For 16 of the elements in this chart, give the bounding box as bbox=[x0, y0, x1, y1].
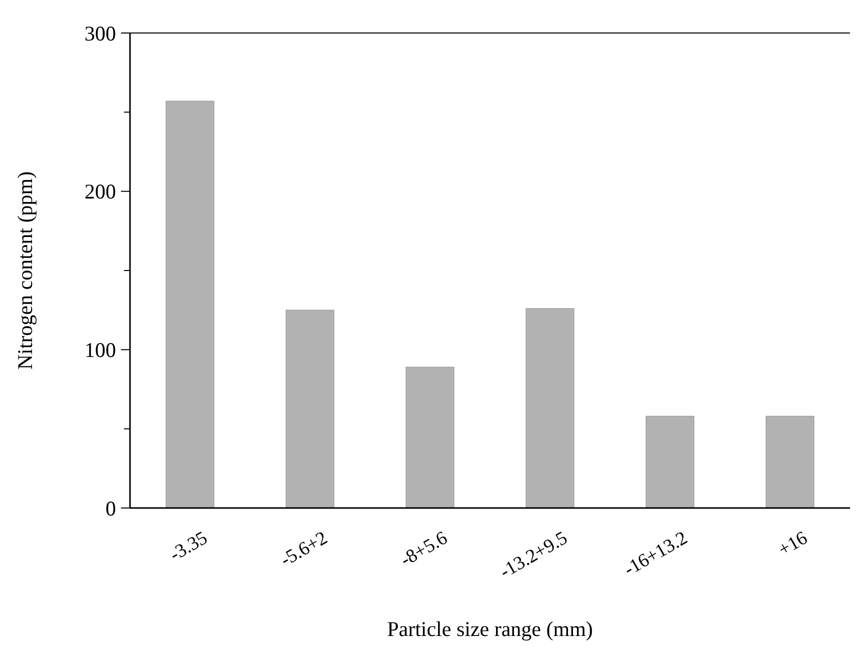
y-tick-label: 200 bbox=[84, 180, 116, 204]
bar bbox=[766, 416, 814, 508]
bar bbox=[526, 308, 574, 508]
x-tick-label: -3.35 bbox=[166, 528, 212, 566]
y-axis-title: Nitrogen content (ppm) bbox=[13, 171, 37, 370]
bar bbox=[166, 100, 214, 508]
x-tick-label: -8+5.6 bbox=[397, 528, 452, 571]
x-axis-title: Particle size range (mm) bbox=[387, 617, 593, 641]
x-tick-label: +16 bbox=[774, 528, 812, 561]
x-tick-label: -5.6+2 bbox=[277, 528, 332, 571]
bar bbox=[406, 366, 454, 508]
bar bbox=[286, 310, 334, 508]
y-tick-label: 100 bbox=[84, 338, 116, 362]
y-tick-label: 300 bbox=[84, 21, 116, 46]
y-tick-label: 0 bbox=[106, 496, 116, 520]
bar bbox=[646, 416, 694, 508]
